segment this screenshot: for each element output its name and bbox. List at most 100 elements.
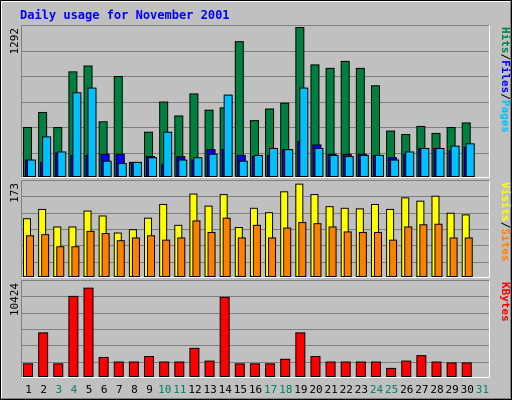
bar-pages (329, 154, 339, 177)
bar-sites (207, 231, 216, 277)
bar-pages (390, 159, 400, 178)
legend-hits: Hits (499, 27, 512, 54)
series-label: Visits/Sites (499, 182, 512, 262)
bar-sites (298, 222, 307, 277)
bar-kbytes (128, 361, 139, 377)
bar-sites (26, 235, 34, 278)
bar-kbytes (310, 356, 321, 377)
legend-visits: Visits (499, 182, 512, 222)
legend-separator: / (499, 93, 512, 100)
bar-kbytes (234, 363, 245, 377)
bar-sites (192, 220, 201, 277)
y-max-label: 10424 (8, 283, 21, 316)
bar-pages (284, 149, 294, 178)
bar-kbytes (38, 332, 49, 378)
x-tick-label: 13 (203, 383, 216, 396)
bar-kbytes (295, 332, 306, 378)
bar-sites (389, 239, 398, 278)
panel-bot: 10424 KBytes (8, 280, 512, 378)
x-tick-label: 2 (40, 383, 47, 396)
series-label: KBytes (499, 282, 512, 322)
bar-pages (132, 161, 142, 177)
bar-kbytes (219, 296, 230, 377)
x-tick-label: 26 (400, 383, 413, 396)
x-tick-label: 16 (249, 383, 262, 396)
x-tick-label: 15 (234, 383, 247, 396)
bar-sites (162, 239, 171, 278)
legend-files: Files (499, 60, 512, 93)
bar-pages (238, 160, 248, 177)
bar-kbytes (416, 355, 427, 378)
x-tick-label: 31 (476, 383, 489, 396)
bar-sites (101, 233, 110, 278)
bar-pages (87, 87, 97, 177)
bar-sites (237, 237, 246, 278)
x-tick-label: 20 (309, 383, 322, 396)
bar-pages (57, 151, 67, 178)
bar-pages (42, 136, 52, 177)
x-tick-label: 21 (325, 383, 338, 396)
x-tick-label: 3 (56, 383, 63, 396)
bar-sites (283, 227, 292, 277)
bar-kbytes (189, 347, 200, 377)
bar-pages (148, 157, 158, 177)
bar-pages (163, 131, 173, 177)
bar-kbytes (68, 295, 79, 377)
x-tick-label: 8 (131, 383, 138, 396)
bar-pages (253, 154, 263, 177)
y-max-label: 1292 (8, 28, 21, 55)
x-tick-label: 9 (146, 383, 153, 396)
bar-sites (358, 231, 367, 277)
x-tick-label: 23 (355, 383, 368, 396)
panel-mid: 173 Visits/Sites (8, 180, 512, 278)
bar-kbytes (83, 287, 94, 378)
x-tick-label: 17 (264, 383, 277, 396)
bar-sites (404, 226, 413, 277)
legend-separator: / (499, 54, 512, 61)
legend-kbytes: KBytes (499, 282, 512, 322)
x-tick-label: 24 (370, 383, 384, 396)
bar-sites (373, 231, 382, 277)
bar-pages (344, 156, 354, 178)
bar-kbytes (461, 362, 472, 378)
bar-sites (56, 246, 65, 277)
bar-sites (131, 237, 140, 278)
bar-kbytes (174, 361, 185, 377)
bar-sites (222, 217, 231, 277)
bar-kbytes (249, 363, 260, 377)
bar-sites (434, 223, 443, 277)
bar-pages (208, 153, 218, 177)
x-tick-label: 25 (385, 383, 398, 396)
y-max-label: 173 (8, 183, 21, 203)
x-tick-label: 27 (415, 383, 428, 396)
bar-pages (435, 147, 445, 178)
bar-kbytes (265, 363, 276, 377)
bar-pages (193, 157, 203, 177)
chart-title: Daily usage for November 2001 (20, 8, 230, 22)
bar-pages (359, 154, 369, 177)
bar-pages (223, 94, 233, 177)
x-tick-label: 5 (86, 383, 93, 396)
x-tick-label: 6 (101, 383, 108, 396)
bar-sites (343, 231, 352, 277)
bar-pages (27, 159, 36, 178)
bar-kbytes (280, 358, 291, 377)
x-tick-label: 12 (188, 383, 201, 396)
bar-sites (464, 237, 473, 278)
bar-sites (41, 234, 50, 278)
bar-pages (117, 163, 127, 178)
bar-kbytes (159, 361, 170, 377)
x-tick-label: 29 (446, 383, 459, 396)
x-tick-label: 10 (158, 383, 171, 396)
bar-pages (314, 147, 324, 178)
bar-kbytes (325, 361, 336, 377)
x-tick-label: 14 (219, 383, 233, 396)
bar-kbytes (144, 356, 155, 377)
bar-pages (420, 147, 430, 178)
bar-sites (71, 246, 80, 277)
bar-kbytes (98, 356, 109, 377)
legend-separator: / (499, 222, 512, 229)
x-tick-label: 1 (25, 383, 32, 396)
bar-sites (313, 223, 322, 277)
